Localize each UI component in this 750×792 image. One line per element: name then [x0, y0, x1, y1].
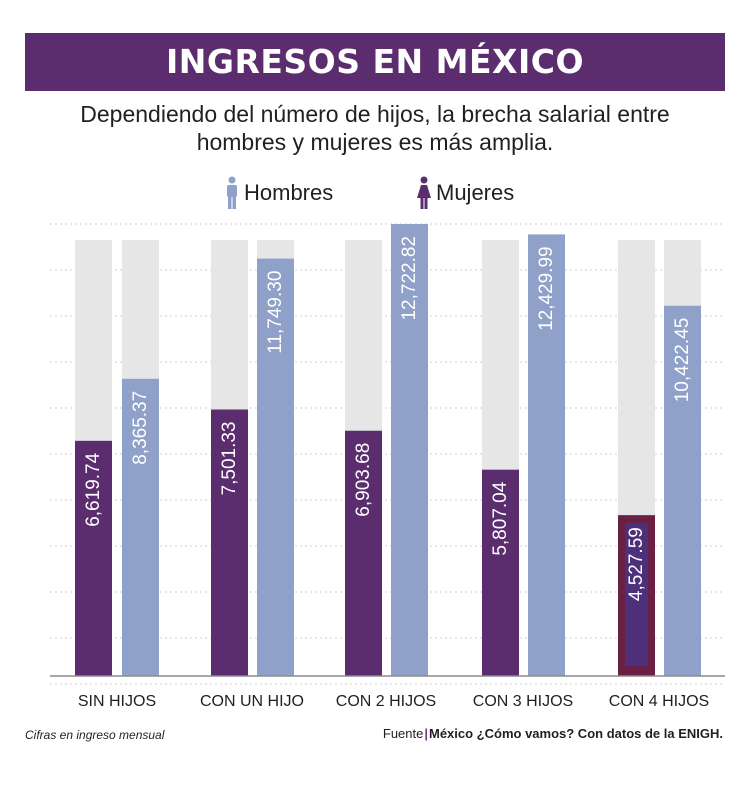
- bar-women: [211, 409, 248, 676]
- data-label-men: 12,429.99: [536, 246, 557, 331]
- data-label-women: 4,527.59: [626, 527, 647, 601]
- woman-icon: [417, 176, 431, 209]
- chart-title: INGRESOS EN MÉXICO: [165, 42, 585, 81]
- data-label-women: 6,903.68: [353, 443, 374, 517]
- data-label-women: 6,619.74: [83, 452, 104, 526]
- bar-women-inner: [625, 523, 648, 666]
- legend: Hombres Mujeres: [0, 170, 750, 210]
- bar-women: [75, 440, 112, 676]
- legend-item-men: Hombres: [224, 176, 333, 210]
- chart-subtitle: Dependiendo del número de hijos, la brec…: [40, 100, 710, 156]
- data-label-men: 11,749.30: [265, 271, 286, 354]
- subtitle-line-2: hombres y mujeres es más amplia.: [196, 129, 554, 155]
- category-label: CON UN HIJO: [200, 693, 304, 710]
- legend-item-women: Mujeres: [416, 176, 514, 210]
- bar-men: [122, 378, 159, 676]
- bar-women: [482, 469, 519, 676]
- source-label: Fuente: [382, 726, 424, 741]
- bar-women: [345, 430, 382, 676]
- subtitle-line-1: Dependiendo del número de hijos, la brec…: [80, 101, 670, 127]
- data-label-men: 10,422.45: [672, 318, 693, 403]
- category-label: CON 4 HIJOS: [609, 693, 709, 710]
- data-label-men: 8,365.37: [130, 391, 151, 465]
- footnote: Cifras en ingreso mensual: [25, 728, 165, 742]
- data-label-women: 7,501.33: [219, 422, 240, 496]
- category-label: CON 2 HIJOS: [336, 693, 436, 710]
- source-credit: Fuente|México ¿Cómo vamos? Con datos de …: [383, 726, 723, 741]
- bar-men: [257, 258, 294, 676]
- category-label: SIN HIJOS: [78, 693, 156, 710]
- bar-men: [391, 224, 428, 676]
- data-label-men: 12,722.82: [399, 236, 420, 321]
- category-label: CON 3 HIJOS: [473, 693, 573, 710]
- data-label-women: 5,807.04: [490, 481, 511, 555]
- title-banner: INGRESOS EN MÉXICO: [25, 33, 725, 91]
- man-icon: [227, 176, 237, 209]
- source-separator: |: [424, 726, 428, 741]
- source-text: México ¿Cómo vamos? Con datos de la ENIG…: [429, 726, 723, 741]
- bar-men: [528, 234, 565, 676]
- legend-label-women: Mujeres: [436, 180, 515, 205]
- legend-label-men: Hombres: [244, 180, 334, 205]
- bar-men: [664, 305, 701, 676]
